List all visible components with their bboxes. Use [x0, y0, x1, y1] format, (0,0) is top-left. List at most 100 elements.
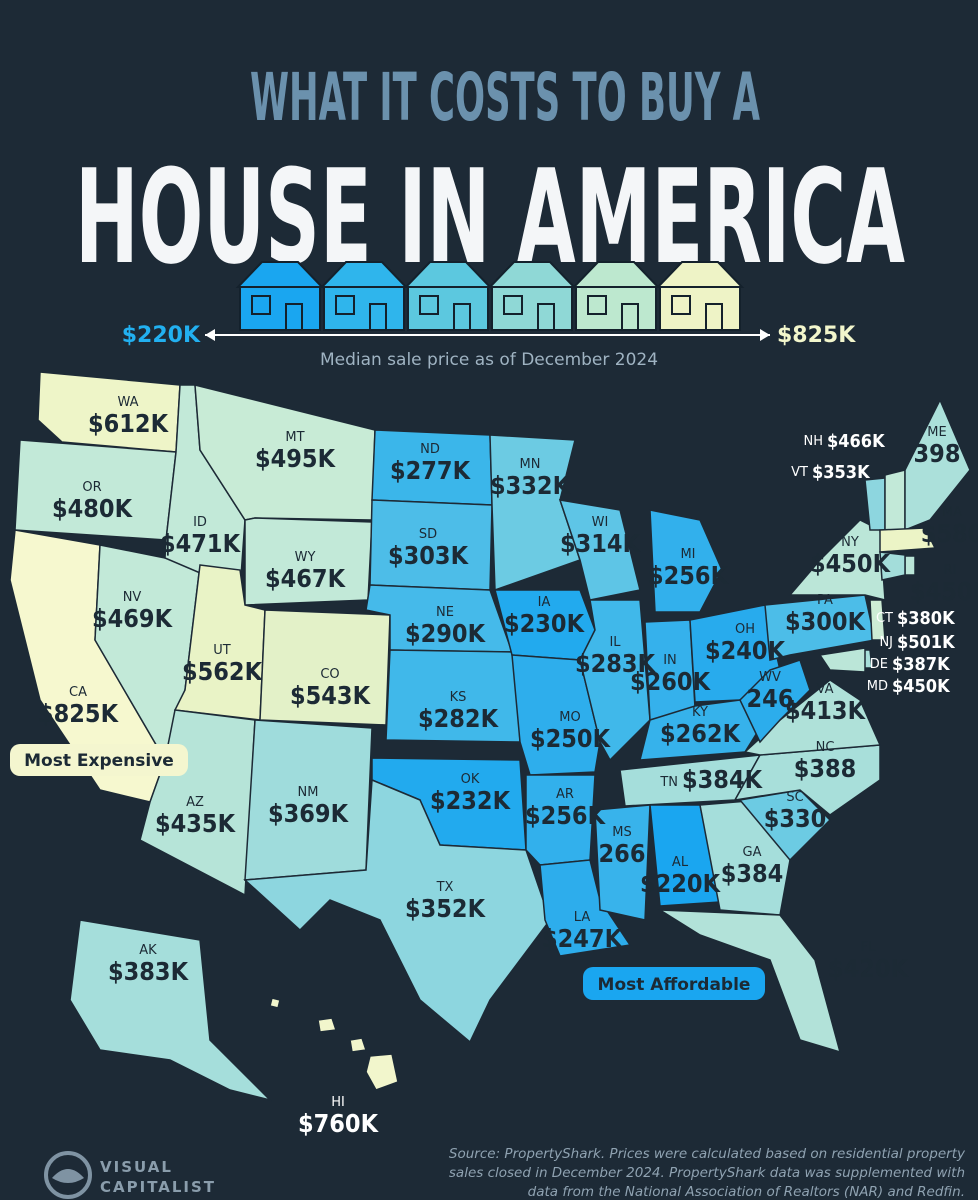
state-price: $501K	[897, 632, 956, 653]
title-line1: WHAT IT COSTS TO BUY A	[250, 59, 760, 136]
state-label: AL$220K	[640, 855, 722, 898]
state-price: $332K	[490, 471, 572, 500]
state-shape	[904, 398, 971, 532]
state-shape	[269, 997, 281, 1009]
state-abbr: SC	[786, 790, 803, 805]
state-shape	[884, 469, 906, 531]
state-price: $450K	[892, 676, 951, 697]
state-label: SC$330	[764, 790, 827, 833]
state-abbr: WA	[117, 395, 138, 410]
state-abbr: SD	[419, 527, 437, 542]
state-label: PA$300K	[785, 593, 867, 636]
state-price: $450K	[810, 549, 892, 578]
state-shape	[69, 919, 273, 1102]
state-abbr: FL	[861, 940, 876, 955]
state-label: SD$303K	[388, 527, 470, 570]
state-label: ND$277K	[390, 442, 472, 485]
state-price: $383K	[108, 957, 190, 986]
state-abbr: RI	[944, 563, 957, 578]
state-label: CT $380K	[876, 608, 956, 629]
state-price: $256K	[648, 561, 730, 590]
state-abbr: VA	[817, 682, 834, 697]
state-price: $580	[921, 519, 978, 548]
state-abbr: NE	[436, 605, 454, 620]
state-label: MA$580	[921, 505, 978, 548]
state-abbr: MT	[285, 430, 304, 445]
state-abbr: UT	[213, 643, 231, 658]
house-window	[419, 295, 439, 315]
state-abbr: TX	[436, 880, 454, 895]
brand-line2: CAPITALIST	[100, 1178, 216, 1196]
house-roof	[403, 261, 493, 288]
logo: VISUAL CAPITALIST	[44, 1151, 216, 1199]
state-price: $467K	[265, 564, 347, 593]
state-abbr: WY	[295, 550, 316, 565]
state-label: MD $450K	[867, 676, 951, 697]
state-price: $353K	[812, 462, 871, 483]
state-price: $256K	[525, 801, 607, 830]
state-abbr: CT	[876, 611, 893, 626]
state-label: CO$543K	[290, 667, 372, 710]
house-window	[587, 295, 607, 315]
callout-most-expensive: Most Expensive	[24, 751, 174, 771]
state-price: $247K	[542, 924, 624, 953]
state-abbr: IA	[538, 595, 551, 610]
state-price: $384	[721, 859, 784, 888]
state-label: IL$283K	[575, 635, 657, 678]
state-abbr: AL	[672, 855, 689, 870]
state-price: $760K	[298, 1109, 380, 1138]
state-price: $260K	[630, 667, 712, 696]
house-body	[659, 284, 741, 331]
us-map	[9, 371, 971, 1102]
brand-line1: VISUAL	[100, 1158, 173, 1176]
state-label: VT $353K	[791, 462, 871, 483]
state-abbr: LA	[574, 910, 591, 925]
state-price: $825K	[38, 699, 120, 728]
state-abbr: ND	[420, 442, 440, 457]
state-abbr: NH	[804, 434, 824, 449]
state-label: NE$290K	[405, 605, 487, 648]
state-abbr: MN	[520, 457, 541, 472]
house-roof	[319, 261, 409, 288]
state-shape	[558, 499, 641, 601]
state-abbr: WI	[592, 515, 609, 530]
title-line2: HOUSE IN AMERICA	[75, 141, 905, 293]
source-line: sales closed in December 2024. PropertyS…	[449, 1165, 965, 1181]
state-label: OK$232K	[430, 772, 512, 815]
state-label: MN$332K	[490, 457, 572, 500]
house-door	[621, 303, 639, 331]
state-abbr: TN	[659, 775, 678, 790]
state-abbr: WV	[759, 670, 781, 685]
state-label: WY$467K	[265, 550, 347, 593]
house-body	[575, 284, 657, 331]
state-label: MI$256K	[648, 547, 730, 590]
state-abbr: NC	[816, 740, 835, 755]
state-label: FL$420K	[828, 940, 910, 983]
state-price: $480K	[52, 494, 134, 523]
state-shape	[594, 804, 651, 921]
house-roof	[571, 261, 661, 288]
state-shape	[349, 1037, 367, 1053]
state-price: $262K	[660, 719, 742, 748]
state-price: $420K	[828, 954, 910, 983]
state-shape	[818, 647, 866, 673]
state-price: $220K	[640, 869, 722, 898]
state-price: $612K	[88, 409, 170, 438]
logo-icon	[44, 1151, 92, 1199]
state-price: $369K	[268, 799, 350, 828]
house-roof	[655, 261, 745, 288]
state-price: $230K	[504, 609, 586, 638]
state-label: AR$256K	[525, 787, 607, 830]
state-shape	[869, 599, 886, 641]
state-shape	[317, 1017, 338, 1033]
state-label: CA$825K	[38, 685, 120, 728]
house-body	[491, 284, 573, 331]
source-line: Source: PropertyShark. Prices were calcu…	[449, 1146, 966, 1162]
state-label: GA$384	[721, 845, 784, 888]
state-price: $352K	[405, 894, 487, 923]
state-label: OH$240K	[705, 622, 787, 665]
state-shape	[539, 859, 632, 957]
house-roof	[487, 261, 577, 288]
house-window	[503, 295, 523, 315]
state-abbr: HI	[331, 1095, 345, 1110]
